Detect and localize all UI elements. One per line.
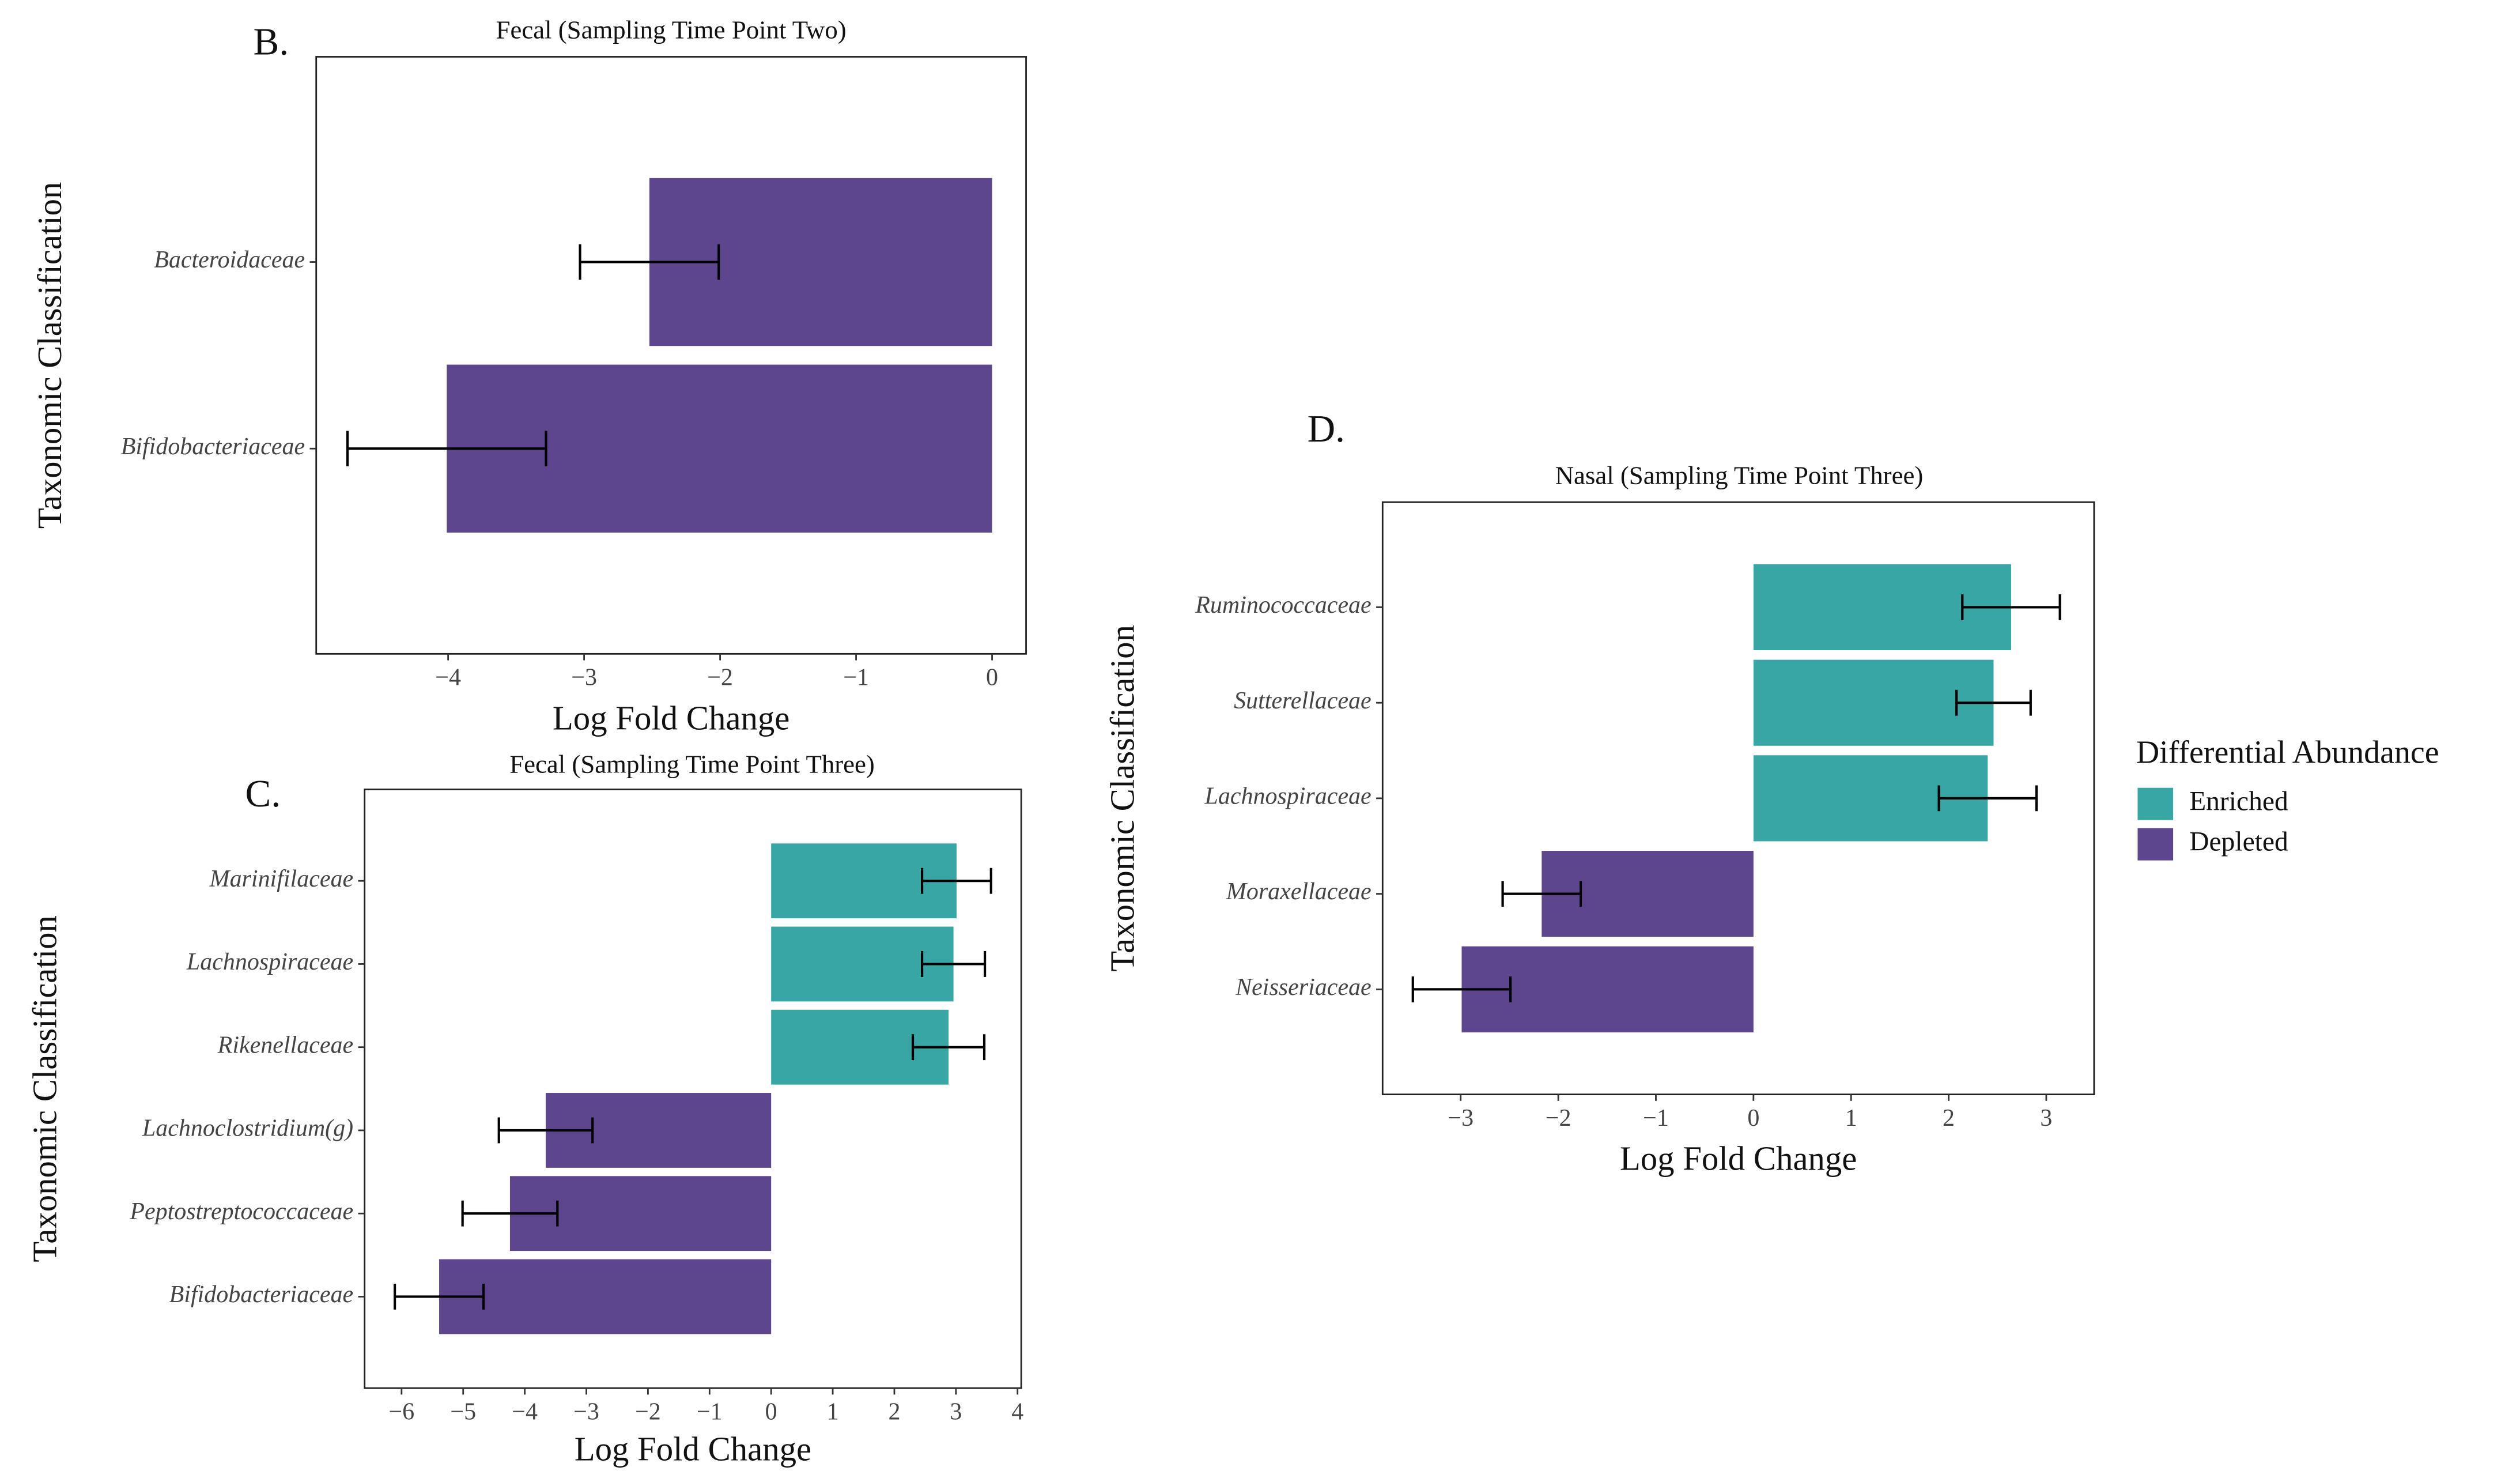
y-tick-label: Bacteroidaceae xyxy=(154,247,305,273)
x-axis-title: Log Fold Change xyxy=(553,699,789,737)
x-tick-label: 1 xyxy=(827,1399,839,1426)
x-axis-title: Log Fold Change xyxy=(575,1431,811,1468)
y-tick-label: Moraxellaceae xyxy=(1226,878,1372,905)
y-tick-label: Lachnospiraceae xyxy=(186,949,353,975)
x-tick-label: 3 xyxy=(2040,1105,2052,1132)
x-tick-label: −4 xyxy=(435,665,461,691)
x-tick-label: 0 xyxy=(765,1399,777,1426)
chart-title: Nasal (Sampling Time Point Three) xyxy=(1555,461,1924,489)
x-tick-label: 1 xyxy=(1845,1105,1857,1132)
x-tick-label: −2 xyxy=(707,665,733,691)
legend-label: Enriched xyxy=(2189,787,2288,817)
chart-title: Fecal (Sampling Time Point Two) xyxy=(496,16,847,44)
y-tick-label: Lachnospiraceae xyxy=(1204,783,1371,810)
y-axis-title: Taxonomic Classification xyxy=(26,915,63,1262)
panel-label: D. xyxy=(1308,407,1345,450)
plot-frame xyxy=(315,56,1027,655)
y-tick-label: Rikenellaceae xyxy=(217,1032,353,1058)
legend-title: Differential Abundance xyxy=(2136,735,2439,771)
x-tick-label: 0 xyxy=(1747,1105,1759,1132)
y-axis-title: Taxonomic Classification xyxy=(31,182,69,529)
y-tick-label: Sutterellaceae xyxy=(1234,688,1372,714)
panel-label: B. xyxy=(254,20,289,63)
plot-frame xyxy=(364,789,1022,1389)
y-tick-label: Bifidobacteriaceae xyxy=(121,433,305,460)
y-tick-label: Ruminococcaceae xyxy=(1195,592,1371,619)
y-tick-label: Bifidobacteriaceae xyxy=(169,1281,353,1308)
y-axis-title: Taxonomic Classification xyxy=(1104,625,1142,972)
x-axis-title: Log Fold Change xyxy=(1620,1140,1857,1178)
legend-key xyxy=(2137,828,2174,861)
x-tick-label: −1 xyxy=(1643,1105,1669,1132)
x-tick-label: −6 xyxy=(389,1399,415,1426)
legend-key xyxy=(2137,787,2174,820)
x-tick-label: −3 xyxy=(1448,1105,1474,1132)
x-tick-label: −5 xyxy=(450,1399,476,1426)
x-tick-label: −1 xyxy=(843,665,869,691)
y-tick-label: Lachnoclostridium(g) xyxy=(142,1115,353,1142)
x-tick-label: 4 xyxy=(1011,1399,1023,1426)
x-tick-label: −3 xyxy=(573,1399,599,1426)
x-tick-label: −3 xyxy=(571,665,597,691)
legend-label: Depleted xyxy=(2189,827,2288,857)
x-tick-label: −1 xyxy=(697,1399,723,1426)
y-tick-label: Peptostreptococcaceae xyxy=(129,1198,353,1225)
x-tick-label: −2 xyxy=(1546,1105,1571,1132)
bar xyxy=(439,1259,772,1334)
x-tick-label: 2 xyxy=(1943,1105,1955,1132)
x-tick-label: −4 xyxy=(512,1399,538,1426)
x-tick-label: 3 xyxy=(950,1399,962,1426)
bar xyxy=(1753,659,1994,746)
chart-title: Fecal (Sampling Time Point Three) xyxy=(509,750,875,779)
x-tick-label: 2 xyxy=(888,1399,900,1426)
y-tick-label: Neisseriaceae xyxy=(1235,974,1372,1001)
x-tick-label: −2 xyxy=(635,1399,661,1426)
x-tick-label: 0 xyxy=(986,665,998,691)
panel-label: C. xyxy=(245,772,281,815)
y-tick-label: Marinifilaceae xyxy=(209,866,354,892)
